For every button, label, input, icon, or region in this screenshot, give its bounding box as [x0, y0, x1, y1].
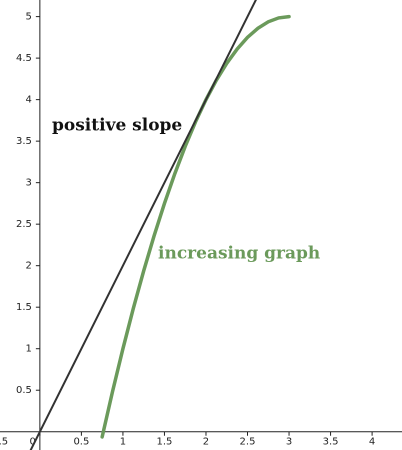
x-tick-label: 0: [29, 437, 35, 448]
y-tick-label: 3.5: [16, 136, 32, 147]
annotation: positive slope: [52, 116, 182, 136]
series-line: [100, 14, 291, 439]
x-tick-label: 0.5: [73, 437, 89, 448]
annotation: increasing graph: [158, 244, 320, 264]
x-tick-label: 1.5: [157, 437, 173, 448]
x-tick-label: -0.5: [0, 437, 8, 448]
y-tick-label: 2: [25, 261, 31, 272]
y-tick-label: 5: [25, 12, 31, 23]
series-line: [29, 0, 257, 450]
y-tick-label: 1.5: [16, 302, 32, 313]
x-tick-label: 4: [369, 437, 375, 448]
x-tick-label: 3.5: [323, 437, 339, 448]
x-tick-label: 2.5: [240, 437, 256, 448]
x-tick-label: 2: [203, 437, 209, 448]
y-tick-label: 4.5: [16, 53, 32, 64]
y-tick-label: 0.5: [16, 385, 32, 396]
y-tick-label: 2.5: [16, 219, 32, 230]
x-tick-label: 3: [286, 437, 292, 448]
y-tick-label: 1: [25, 344, 31, 355]
y-tick-label: 3: [25, 178, 31, 189]
y-tick-label: 4: [25, 95, 31, 106]
x-tick-label: 1: [120, 437, 126, 448]
